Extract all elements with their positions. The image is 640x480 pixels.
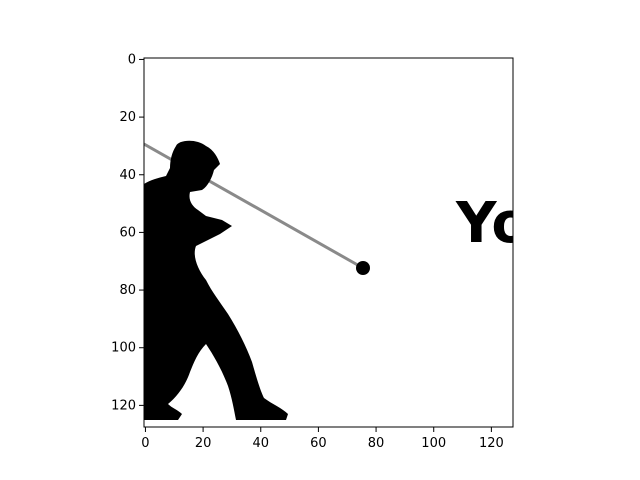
- y-tick-label: 20: [119, 110, 136, 125]
- y-tick-label: 40: [119, 168, 136, 183]
- x-tick-label: 100: [421, 436, 446, 451]
- x-axis: 0 20 40 60 80 100 120: [141, 427, 504, 451]
- x-tick-label: 20: [195, 436, 212, 451]
- y-tick-label: 0: [128, 52, 136, 67]
- x-tick-label: 40: [252, 436, 269, 451]
- silhouette-golfer: [144, 140, 288, 420]
- image-top-text-fragment: ⋯: [150, 43, 172, 68]
- plot-area: [144, 58, 513, 427]
- x-tick-label: 60: [310, 436, 327, 451]
- y-axis: 0 20 40 60 80 100 120: [111, 52, 144, 413]
- axes-frame: [143, 57, 514, 428]
- image-content: ⋯ Yo: [144, 43, 530, 420]
- y-tick-label: 120: [111, 398, 136, 413]
- image-text-yo: Yo: [455, 191, 530, 256]
- y-tick-label: 100: [111, 341, 136, 356]
- y-tick-label: 80: [119, 283, 136, 298]
- y-tick-label: 60: [119, 225, 136, 240]
- x-tick-label: 80: [368, 436, 385, 451]
- golf-ball: [356, 261, 370, 275]
- x-tick-label: 120: [479, 436, 504, 451]
- x-tick-label: 0: [141, 436, 149, 451]
